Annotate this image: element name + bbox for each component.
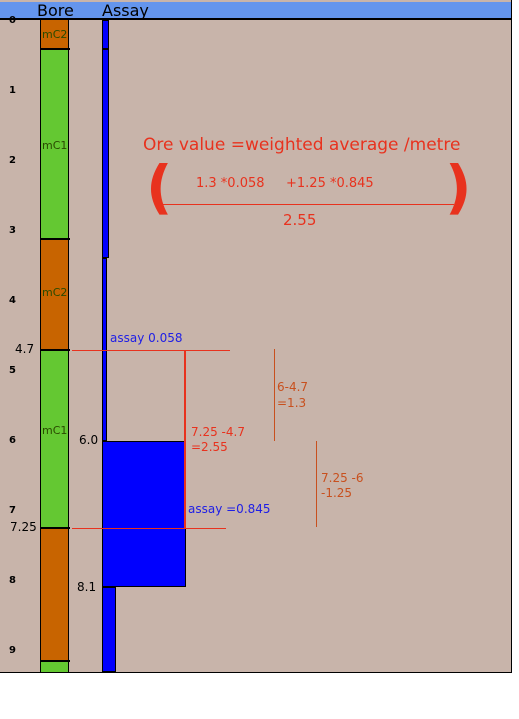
- assay-label-high: assay =0.845: [188, 502, 271, 516]
- depth-tick-1: 1: [9, 85, 16, 96]
- depth-tick-0: 0: [9, 15, 16, 26]
- interval-bar: [184, 351, 186, 528]
- formula-term1: 1.3 *0.058: [196, 176, 265, 191]
- assay-bar: [102, 258, 107, 441]
- bore-label: mC2: [42, 286, 68, 299]
- depth-marker-label: 6.0: [79, 433, 99, 447]
- formula-title: Ore value =weighted average /metre: [143, 135, 461, 155]
- bore-segment-mc2: [40, 239, 69, 350]
- bore-segment-mc1: [40, 350, 69, 528]
- interval-a-line1: 6-4.7: [277, 380, 309, 394]
- depth-marker-label: 8.1: [77, 580, 97, 594]
- depth-marker-line: [72, 528, 226, 529]
- bore-segment-mc2: [40, 528, 69, 661]
- depth-tick-6: 6: [9, 435, 16, 446]
- depth-tick-5: 5: [9, 365, 16, 376]
- bore-segment-mc1: [40, 661, 69, 672]
- bore-contact-line: [40, 660, 70, 662]
- bore-segment-mc1: [40, 49, 69, 239]
- formula-denominator: 2.55: [283, 211, 317, 229]
- diagram-canvas: Bore Assay 0 1 2 3 4 5 6 7 8 9 mC2 mC1 m…: [0, 0, 512, 673]
- assay-bar: [102, 49, 109, 258]
- depth-marker-line: [72, 350, 230, 351]
- bore-contact-line: [40, 349, 70, 351]
- formula-term2: +1.25 *0.845: [286, 176, 374, 191]
- bore-label: mC2: [42, 28, 68, 41]
- interval-bar: [274, 349, 275, 441]
- interval-bar: [316, 441, 317, 527]
- bore-label: mC1: [42, 424, 68, 437]
- depth-tick-7: 7: [9, 505, 16, 516]
- assay-column-header: Assay: [102, 1, 149, 20]
- depth-tick-2: 2: [9, 155, 16, 166]
- depth-marker-label: 4.7: [15, 342, 35, 356]
- bore-contact-line: [40, 527, 70, 529]
- assay-label-low: assay 0.058: [110, 331, 183, 345]
- depth-tick-4: 4: [9, 295, 16, 306]
- formula-paren-close: ): [445, 153, 472, 221]
- bore-label: mC1: [42, 139, 68, 152]
- formula-fraction-bar: [162, 204, 454, 205]
- assay-bar: [102, 587, 116, 672]
- interval-b-line1: 7.25 -4.7: [191, 425, 245, 439]
- assay-bar-high: [102, 441, 186, 587]
- bore-column-header: Bore: [37, 1, 74, 20]
- formula-paren-open: (: [146, 153, 173, 221]
- bore-contact-line: [40, 238, 70, 240]
- depth-tick-9: 9: [9, 645, 16, 656]
- bore-contact-line: [40, 48, 70, 50]
- interval-c-line2: -1.25: [321, 486, 353, 500]
- interval-b-line2: =2.55: [191, 440, 228, 454]
- bore-segment-mc2: [40, 20, 69, 49]
- interval-a-line2: =1.3: [277, 396, 307, 410]
- depth-tick-8: 8: [9, 575, 16, 586]
- assay-bar: [102, 20, 109, 49]
- depth-tick-3: 3: [9, 225, 16, 236]
- depth-marker-label: 7.25: [10, 520, 37, 534]
- interval-c-line1: 7.25 -6: [321, 471, 364, 485]
- header-bar: Bore Assay: [0, 1, 511, 20]
